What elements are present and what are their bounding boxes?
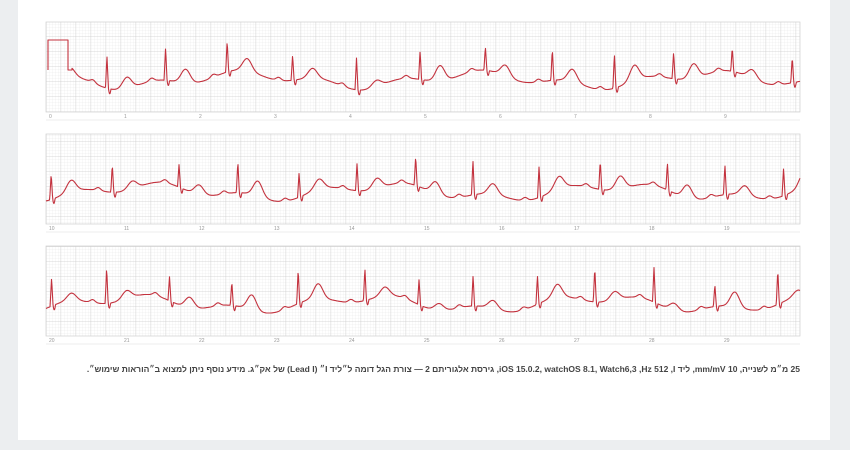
time-label: 25 bbox=[424, 338, 430, 344]
time-label: 29 bbox=[724, 338, 730, 344]
time-label: 27 bbox=[574, 338, 580, 344]
time-label: 12 bbox=[199, 226, 205, 232]
time-label: 5 bbox=[424, 114, 427, 120]
time-label: 3 bbox=[274, 114, 277, 120]
time-label: 6 bbox=[499, 114, 502, 120]
ecg-trace bbox=[45, 158, 801, 205]
time-label: 9 bbox=[724, 114, 727, 120]
caption: 25 מ״מ לשנייה, 10 mm/mV, ליד I, ‏512 Hz,… bbox=[86, 364, 800, 374]
time-label: 19 bbox=[724, 226, 730, 232]
time-label: 2 bbox=[199, 114, 202, 120]
time-label: 21 bbox=[124, 338, 130, 344]
time-label: 11 bbox=[124, 226, 129, 232]
time-label: 10 bbox=[49, 226, 55, 232]
time-label: 13 bbox=[274, 226, 280, 232]
time-label: 26 bbox=[499, 338, 505, 344]
time-label: 4 bbox=[349, 114, 352, 120]
time-label: 15 bbox=[424, 226, 430, 232]
grid bbox=[45, 21, 801, 113]
time-label: 23 bbox=[274, 338, 280, 344]
time-label: 8 bbox=[649, 114, 652, 120]
time-label: 0 bbox=[49, 114, 52, 120]
time-label: 18 bbox=[649, 226, 655, 232]
time-label: 1 bbox=[124, 114, 127, 120]
time-label: 20 bbox=[49, 338, 55, 344]
time-label: 14 bbox=[349, 226, 355, 232]
time-label: 17 bbox=[574, 226, 580, 232]
time-label: 28 bbox=[649, 338, 655, 344]
time-label: 22 bbox=[199, 338, 205, 344]
ecg-trace bbox=[47, 39, 801, 96]
time-label: 16 bbox=[499, 226, 505, 232]
ecg-trace bbox=[45, 267, 801, 314]
time-label: 7 bbox=[574, 114, 577, 120]
time-label: 24 bbox=[349, 338, 355, 344]
grid bbox=[45, 133, 801, 225]
grid bbox=[45, 245, 801, 337]
